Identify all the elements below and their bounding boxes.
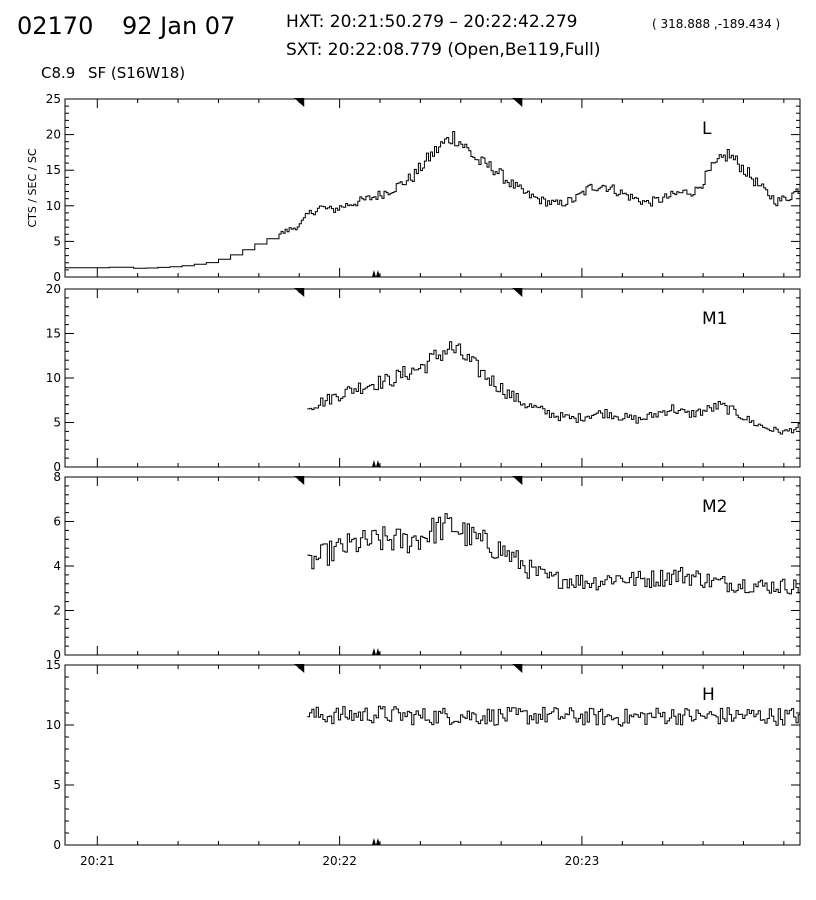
y-axis-label: CTS / SEC / SC <box>26 148 39 227</box>
time-marker-triangle <box>512 664 523 673</box>
y-tick-label: 8 <box>53 470 61 484</box>
sxt-marker <box>375 838 380 845</box>
sxt-marker <box>371 460 376 467</box>
sxt-marker <box>375 270 380 277</box>
goes-class: C8.9 <box>41 64 76 82</box>
y-tick-label: 20 <box>46 282 61 296</box>
lightcurve-L <box>65 131 800 269</box>
hxt-time-range: HXT: 20:21:50.279 – 20:22:42.279 <box>286 12 578 32</box>
time-marker-triangle <box>512 476 523 485</box>
y-tick-label: 0 <box>53 460 61 474</box>
y-tick-label: 15 <box>46 658 61 672</box>
lightcurve-M2 <box>307 513 800 595</box>
y-tick-label: 10 <box>46 718 61 732</box>
x-tick-label: 20:22 <box>322 854 357 868</box>
y-tick-label: 5 <box>53 416 61 430</box>
y-tick-label: 4 <box>53 559 61 573</box>
channel-label-L: L <box>702 119 712 139</box>
y-tick-label: 6 <box>53 515 61 529</box>
source-coordinates: ( 318.888 ,-189.434 ) <box>652 17 781 31</box>
panel-frame-M1 <box>64 288 801 468</box>
flare-location: SF (S16W18) <box>88 64 186 82</box>
y-tick-label: 0 <box>53 648 61 662</box>
sxt-marker <box>371 838 376 845</box>
y-tick-label: 0 <box>53 270 61 284</box>
y-tick-label: 10 <box>46 199 61 213</box>
sxt-marker <box>375 648 380 655</box>
y-tick-label: 15 <box>46 163 61 177</box>
time-marker-triangle <box>294 476 305 485</box>
x-tick-label: 20:21 <box>80 854 115 868</box>
x-tick-label: 20:23 <box>565 854 600 868</box>
panel-frame-M2 <box>64 476 801 656</box>
y-tick-label: 15 <box>46 327 61 341</box>
lightcurve-H <box>307 705 800 727</box>
y-tick-label: 20 <box>46 128 61 142</box>
time-marker-triangle <box>512 98 523 107</box>
y-tick-label: 0 <box>53 838 61 852</box>
y-tick-label: 25 <box>46 92 61 106</box>
sxt-marker <box>371 648 376 655</box>
sxt-marker <box>371 270 376 277</box>
y-tick-label: 5 <box>53 234 61 248</box>
channel-label-M2: M2 <box>702 497 727 517</box>
sxt-marker <box>375 460 380 467</box>
channel-label-M1: M1 <box>702 309 727 329</box>
time-marker-triangle <box>294 98 305 107</box>
y-tick-label: 10 <box>46 371 61 385</box>
time-marker-triangle <box>294 664 305 673</box>
panel-frame-L <box>64 98 801 278</box>
observation-date: 92 Jan 07 <box>122 12 236 40</box>
channel-label-H: H <box>702 685 715 705</box>
lightcurve-M1 <box>307 341 800 435</box>
time-marker-triangle <box>294 288 305 297</box>
y-tick-label: 5 <box>53 778 61 792</box>
y-tick-label: 2 <box>53 604 61 618</box>
sxt-image-info: SXT: 20:22:08.779 (Open,Be119,Full) <box>286 40 601 60</box>
time-marker-triangle <box>512 288 523 297</box>
observation-id: 02170 <box>17 12 94 40</box>
panel-frame-H <box>64 664 801 846</box>
